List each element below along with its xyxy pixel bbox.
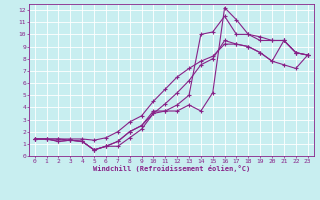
X-axis label: Windchill (Refroidissement éolien,°C): Windchill (Refroidissement éolien,°C)	[92, 165, 250, 172]
